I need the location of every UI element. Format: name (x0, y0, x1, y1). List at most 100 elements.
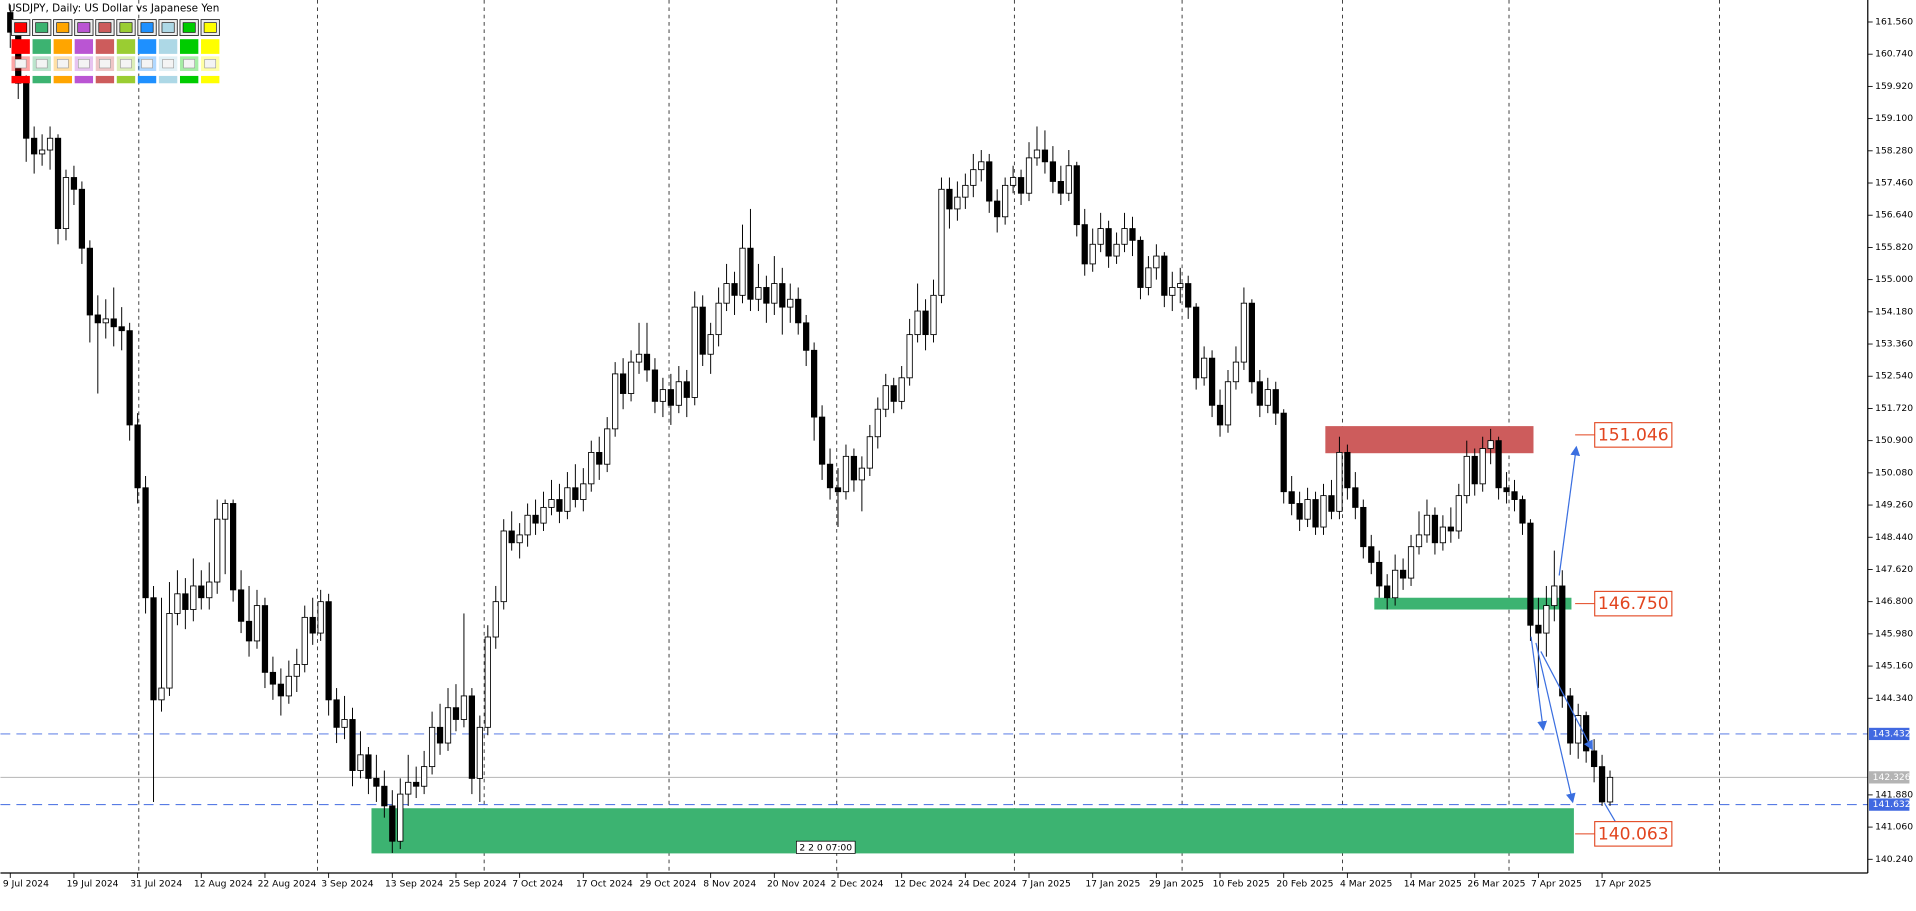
price-label: 151.046 (1598, 426, 1669, 446)
palette-swatch (53, 39, 72, 54)
candle-body (301, 616, 308, 665)
candle-body (763, 287, 770, 304)
candle-body (1073, 165, 1080, 226)
candle-body (1240, 302, 1248, 363)
candle-body (739, 247, 746, 296)
candle-body (102, 318, 109, 324)
candle-body (1336, 451, 1343, 512)
candle-body (1025, 157, 1033, 194)
x-tick-label: 8 Nov 2024 (703, 879, 756, 890)
palette-swatch-inner (141, 59, 153, 69)
candle-body (23, 82, 30, 139)
candle-body (142, 487, 149, 599)
candle-body (556, 499, 563, 512)
candle-body (1129, 228, 1136, 241)
candle-body (452, 707, 460, 720)
candle-body (1105, 228, 1112, 257)
candle-body (1543, 605, 1550, 634)
candle-body (962, 184, 969, 198)
candle-body (54, 137, 62, 229)
palette-swatch (116, 39, 136, 54)
candle-body (1296, 503, 1303, 520)
x-tick-label: 17 Jan 2025 (1085, 879, 1140, 890)
candle-body (1193, 306, 1200, 379)
candle-body (78, 188, 86, 249)
candle-body (1320, 495, 1327, 528)
candle-body (309, 616, 316, 634)
candle-body (596, 451, 603, 465)
candle-body (818, 416, 826, 465)
x-tick-label: 12 Dec 2024 (894, 879, 953, 890)
candle-body (1527, 522, 1534, 626)
candle-body (731, 283, 738, 296)
price-tag-label: 143.432 (1873, 728, 1911, 739)
x-tick-label: 31 Jul 2024 (130, 879, 182, 890)
candle-body (46, 137, 54, 151)
palette-swatch (35, 22, 49, 33)
palette-swatch-inner (162, 59, 174, 69)
candle-body (118, 326, 125, 332)
candle-body (38, 149, 46, 155)
candle-body (787, 298, 794, 308)
candle-body (1344, 451, 1351, 489)
x-tick-label: 7 Oct 2024 (512, 879, 563, 890)
arrow (1535, 642, 1576, 804)
candle-body (421, 766, 428, 787)
candle-body (898, 377, 905, 402)
palette-strip (116, 75, 136, 84)
palette-swatch (74, 39, 94, 54)
candle-body (460, 695, 468, 720)
palette-swatch-inner (120, 59, 132, 69)
candle-body (1137, 239, 1144, 288)
candle-body (1479, 448, 1486, 485)
candle-body (1017, 177, 1025, 194)
y-tick-label: 157.460 (1875, 178, 1913, 189)
candle-body (436, 726, 444, 744)
candle-body (214, 518, 221, 583)
palette-swatch (119, 22, 133, 33)
candle-body (1447, 526, 1454, 532)
candle-body (1121, 228, 1128, 245)
candle-body (1511, 491, 1518, 500)
candle-body (1009, 177, 1017, 186)
candle-body (1423, 514, 1431, 536)
candle-body (1376, 561, 1383, 587)
candle-body (986, 161, 993, 202)
palette-strip (179, 75, 199, 84)
candle-body (166, 613, 173, 689)
candle-body (206, 581, 213, 599)
candle-body (811, 349, 818, 418)
candle-body (675, 381, 682, 406)
candle-body (795, 298, 802, 324)
candle-body (229, 503, 237, 591)
candle-body (293, 664, 300, 677)
candle-body (70, 177, 78, 190)
candle-body (1503, 487, 1510, 493)
candle-body (946, 188, 953, 210)
y-tick-label: 151.720 (1875, 403, 1913, 414)
candle-body (842, 455, 850, 493)
chart-title: USDJPY, Daily: US Dollar vs Japanese Yen (8, 3, 219, 15)
x-tick-label: 3 Sep 2024 (321, 879, 373, 890)
y-tick-label: 149.260 (1875, 500, 1913, 511)
candle-body (619, 373, 627, 394)
y-tick-label: 144.340 (1875, 693, 1913, 704)
candle-body (882, 385, 889, 410)
y-tick-label: 147.620 (1875, 564, 1913, 575)
candle-body (1598, 766, 1606, 803)
x-tick-label: 10 Feb 2025 (1213, 879, 1270, 890)
candle-body (1384, 585, 1391, 599)
candle-body (635, 353, 643, 363)
candle-body (1606, 776, 1614, 803)
candle-body (198, 585, 205, 599)
candle-body (397, 793, 404, 842)
x-tick-label: 17 Apr 2025 (1595, 879, 1652, 890)
candle-body (747, 247, 754, 300)
candle-body (532, 514, 539, 524)
y-tick-label: 153.360 (1875, 339, 1913, 350)
candle-body (1264, 389, 1271, 406)
candle-body (1471, 455, 1478, 485)
price-tag-label: 141.632 (1873, 799, 1911, 810)
candle-body (540, 506, 547, 524)
candle-body (1328, 495, 1335, 512)
